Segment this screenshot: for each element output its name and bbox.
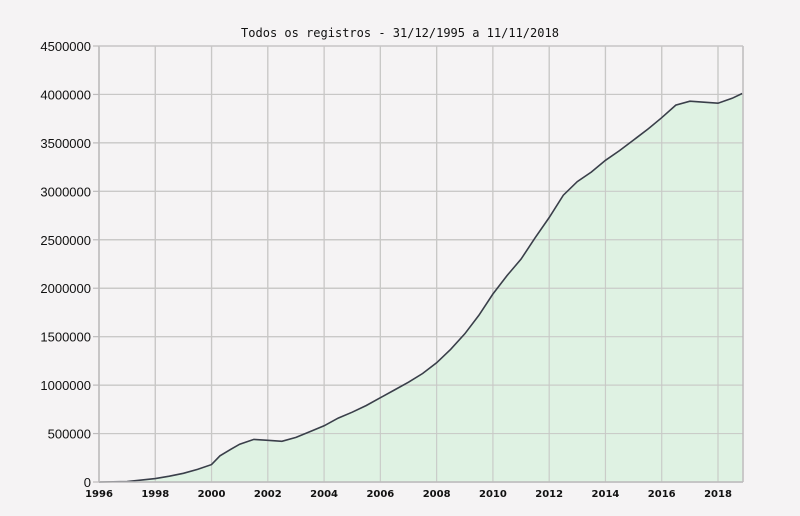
y-tick-label: 500000 <box>48 427 91 442</box>
x-tick-label: 2006 <box>366 489 394 500</box>
data-line <box>98 92 743 483</box>
x-tick-label: 2000 <box>198 489 226 500</box>
y-tick-label: 2500000 <box>40 233 91 248</box>
x-tick-label: 1998 <box>141 489 169 500</box>
y-tick-label: 0 <box>84 475 91 490</box>
x-tick-label: 2018 <box>704 489 732 500</box>
x-tick-label: 2008 <box>423 489 451 500</box>
y-tick-label: 3500000 <box>40 136 91 151</box>
y-tick-label: 2000000 <box>40 281 91 296</box>
axes <box>98 45 744 483</box>
y-tick-label: 1000000 <box>40 378 91 393</box>
x-tick-label: 1996 <box>85 489 113 500</box>
y-axis-ticks: 0 500000 1000000 1500000 2000000 2500000 30000… <box>40 39 99 490</box>
chart-title: Todos os registros - 31/12/1995 a 11/11/… <box>241 26 559 40</box>
x-tick-label: 2002 <box>254 489 282 500</box>
x-tick-label: 2004 <box>310 489 338 500</box>
x-tick-label: 2012 <box>535 489 563 500</box>
x-tick-label: 2016 <box>648 489 676 500</box>
y-tick-label: 1500000 <box>40 330 91 345</box>
y-tick-label: 4500000 <box>40 39 91 54</box>
x-axis-ticks: 1996 1998 2000 2002 2004 2006 2008 2010 2012 2014… <box>85 489 732 500</box>
x-tick-label: 2010 <box>479 489 507 500</box>
y-tick-label: 4000000 <box>40 87 91 102</box>
y-tick-label: 3000000 <box>40 184 91 199</box>
x-tick-label: 2014 <box>592 489 620 500</box>
